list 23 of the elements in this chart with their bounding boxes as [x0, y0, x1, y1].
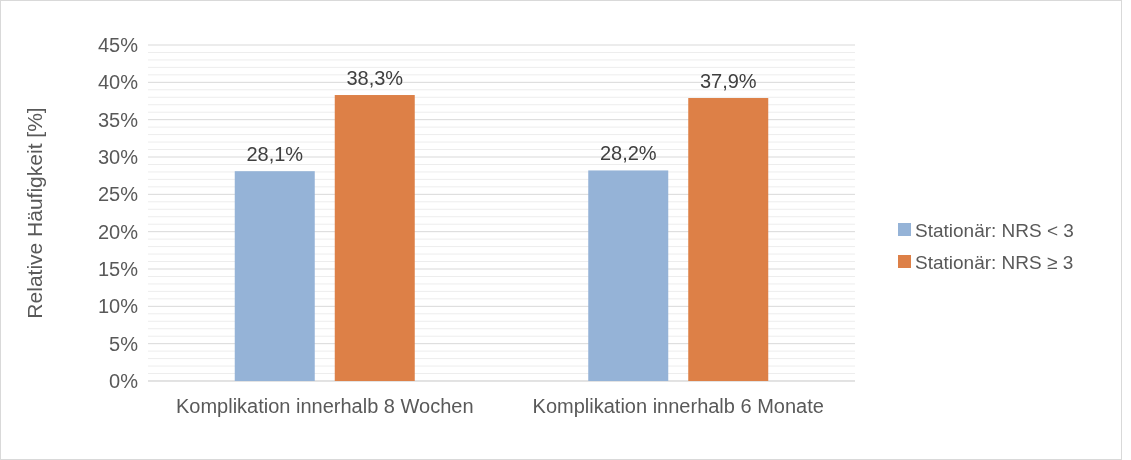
y-tick-label: 45%: [97, 34, 139, 56]
x-tick-label: Komplikation innerhalb 6 Monate: [532, 395, 824, 417]
data-label: 38,3%: [346, 67, 404, 90]
y-tick-label: 10%: [97, 295, 139, 318]
y-tick-label: 40%: [97, 71, 139, 94]
y-tick-label: 30%: [97, 146, 139, 168]
y-tick-label: 15%: [97, 258, 139, 280]
data-label: 37,9%: [699, 70, 757, 93]
y-tick-label: 35%: [97, 108, 139, 131]
bar: [688, 98, 769, 381]
y-tick-label: 20%: [97, 220, 139, 243]
data-label: 28,2%: [599, 142, 657, 165]
y-tick-label: 25%: [97, 183, 139, 206]
y-tick-label: 0%: [109, 370, 139, 392]
bar: [234, 171, 315, 381]
y-axis-title: Relative Häufigkeit [%]: [23, 107, 46, 319]
bar: [334, 95, 415, 381]
x-tick-label: Komplikation innerhalb 8 Wochen: [175, 395, 474, 417]
bar: [588, 170, 669, 381]
legend-label: Stationär: NRS < 3: [915, 219, 1074, 241]
data-label: 28,1%: [246, 143, 304, 166]
legend-label: Stationär: NRS ≥ 3: [915, 251, 1074, 273]
y-tick-label: 5%: [109, 332, 139, 355]
